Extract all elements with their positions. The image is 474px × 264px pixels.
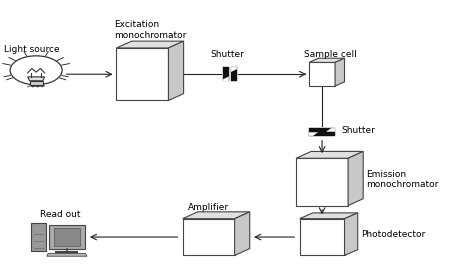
Polygon shape	[309, 58, 345, 62]
Text: Photodetector: Photodetector	[361, 230, 425, 239]
Text: Sample cell: Sample cell	[304, 50, 357, 59]
Text: Shutter: Shutter	[210, 50, 245, 59]
Polygon shape	[27, 77, 45, 81]
Polygon shape	[168, 41, 183, 101]
Polygon shape	[309, 128, 335, 132]
Polygon shape	[31, 223, 46, 252]
Polygon shape	[309, 62, 335, 86]
Text: Read out: Read out	[39, 210, 80, 219]
Polygon shape	[309, 132, 318, 136]
Text: Excitation
monochromator: Excitation monochromator	[114, 20, 186, 40]
Polygon shape	[231, 67, 237, 72]
Text: Amplifier: Amplifier	[188, 203, 229, 212]
Polygon shape	[117, 41, 183, 48]
Polygon shape	[235, 212, 250, 256]
Polygon shape	[182, 219, 235, 256]
Circle shape	[10, 56, 62, 85]
Polygon shape	[54, 228, 80, 246]
Polygon shape	[300, 219, 345, 256]
Polygon shape	[309, 132, 335, 136]
Text: Shutter: Shutter	[341, 126, 375, 135]
Polygon shape	[223, 77, 229, 82]
Polygon shape	[47, 254, 87, 256]
Polygon shape	[296, 152, 363, 158]
Polygon shape	[300, 213, 358, 219]
Text: Light source: Light source	[4, 45, 60, 54]
Polygon shape	[296, 158, 348, 206]
Polygon shape	[345, 213, 358, 256]
Polygon shape	[335, 58, 345, 86]
Polygon shape	[182, 212, 250, 219]
Polygon shape	[49, 225, 84, 249]
Polygon shape	[223, 67, 229, 82]
Polygon shape	[327, 128, 335, 132]
Polygon shape	[231, 67, 237, 82]
Polygon shape	[29, 81, 43, 85]
Polygon shape	[117, 48, 168, 101]
Polygon shape	[348, 152, 363, 206]
Text: Emission
monochromator: Emission monochromator	[366, 169, 438, 189]
